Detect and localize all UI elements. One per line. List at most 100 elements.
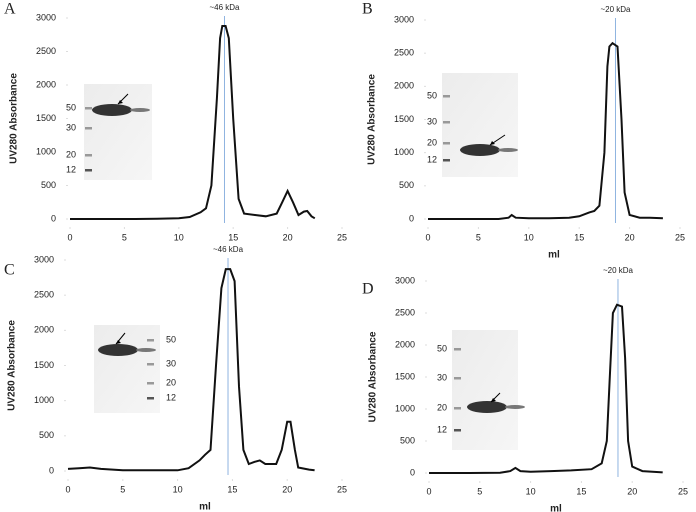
gel-band: [460, 144, 500, 156]
ladder-band: [443, 95, 450, 98]
peak-annotation: ~20 kDa: [603, 266, 634, 275]
gel-arrow-head: [118, 100, 123, 104]
gel-marker-label: 30: [166, 358, 176, 368]
y-tick-label: 0: [49, 465, 54, 475]
y-axis-label: UV280 Absorbance: [367, 74, 378, 165]
x-tick-label: 0: [425, 232, 430, 242]
x-tick-label: 10: [524, 232, 534, 242]
x-tick-label: 5: [476, 232, 481, 242]
y-tick-label: 500: [41, 180, 56, 190]
y-tick-label: 2000: [34, 325, 54, 335]
ladder-band: [443, 142, 450, 145]
gel-marker-label: 30: [437, 372, 447, 382]
x-axis-label: ml: [550, 504, 562, 512]
y-tick-label: 1500: [34, 360, 54, 370]
gel-marker-label: 12: [437, 424, 447, 434]
y-axis-label: UV280 Absorbance: [7, 320, 18, 411]
gel-band: [98, 344, 138, 356]
x-tick-label: 10: [173, 484, 183, 494]
ladder-band: [443, 159, 450, 162]
chromatogram-line: [70, 25, 316, 220]
gel-image: [442, 73, 518, 177]
y-tick-label: 500: [400, 435, 415, 445]
ladder-band: [85, 127, 92, 130]
x-tick-label: 25: [675, 232, 685, 242]
x-tick-label: 25: [678, 486, 688, 496]
ladder-band: [454, 407, 461, 410]
x-tick-label: 20: [627, 486, 637, 496]
x-tick-label: 5: [120, 484, 125, 494]
x-tick-label: 0: [426, 486, 431, 496]
ladder-band: [454, 377, 461, 380]
gel-marker-label: 20: [427, 137, 437, 147]
x-tick-label: 20: [282, 484, 292, 494]
x-tick-label: 5: [477, 486, 482, 496]
chromatogram-line: [429, 303, 663, 474]
y-tick-label: 2000: [395, 339, 415, 349]
x-axis-label: ml: [548, 250, 560, 261]
gel-marker-label: 30: [427, 116, 437, 126]
ladder-band: [85, 169, 92, 172]
gel-marker-label: 20: [66, 149, 76, 159]
x-tick-label: 10: [526, 486, 536, 496]
y-tick-label: 0: [409, 213, 414, 223]
x-tick-label: 15: [574, 232, 584, 242]
y-tick-label: 1500: [394, 114, 414, 124]
x-tick-label: 25: [337, 484, 347, 494]
chromatogram-line: [67, 268, 315, 472]
gel-band: [467, 401, 507, 413]
y-tick-label: 2000: [394, 81, 414, 91]
x-tick-label: 0: [65, 484, 70, 494]
panel-letter: A: [4, 1, 16, 18]
gel-marker-label: 12: [66, 164, 76, 174]
gel-band: [92, 104, 132, 116]
y-tick-label: 1000: [395, 403, 415, 413]
gel-marker-label: 30: [66, 122, 76, 132]
y-tick-label: 2500: [395, 307, 415, 317]
gel-marker-label: 12: [427, 154, 437, 164]
gel-marker-label: 50: [437, 343, 447, 353]
gel-arrow-head: [490, 141, 495, 145]
x-tick-label: 15: [227, 484, 237, 494]
y-tick-label: 1000: [34, 395, 54, 405]
peak-annotation: ~46 kDa: [209, 3, 240, 12]
y-tick-label: 3000: [395, 275, 415, 285]
ladder-band: [85, 107, 92, 110]
x-tick-label: 10: [174, 232, 184, 242]
y-axis-label: UV280 Absorbance: [9, 73, 20, 164]
peak-annotation: ~20 kDa: [600, 5, 631, 14]
y-tick-label: 1500: [395, 371, 415, 381]
ladder-band: [443, 121, 450, 124]
gel-marker-label: 50: [427, 90, 437, 100]
gel-marker-label: 50: [66, 102, 76, 112]
x-tick-label: 15: [228, 232, 238, 242]
ladder-band: [85, 154, 92, 157]
x-tick-label: 5: [122, 232, 127, 242]
ladder-band: [147, 397, 154, 400]
ladder-band: [454, 348, 461, 351]
x-tick-label: 20: [625, 232, 635, 242]
x-tick-label: 25: [337, 232, 347, 242]
y-tick-label: 2500: [34, 290, 54, 300]
y-tick-label: 1500: [36, 113, 56, 123]
gel-image: [94, 325, 160, 413]
gel-image: [84, 84, 152, 180]
panel-letter: B: [362, 1, 373, 18]
y-tick-label: 2000: [36, 79, 56, 89]
y-tick-label: 3000: [34, 254, 54, 264]
gel-image: [452, 330, 518, 450]
y-tick-label: 2500: [394, 48, 414, 58]
x-tick-label: 15: [576, 486, 586, 496]
y-tick-label: 3000: [394, 14, 414, 24]
ladder-band: [147, 339, 154, 342]
x-axis-label: ml: [199, 502, 211, 512]
gel-arrow-head: [491, 398, 496, 402]
panel-letter: D: [362, 281, 374, 298]
gel-band-tail: [498, 148, 518, 152]
gel-marker-label: 12: [166, 392, 176, 402]
ladder-band: [454, 429, 461, 432]
x-tick-label: 20: [283, 232, 293, 242]
y-tick-label: 500: [399, 180, 414, 190]
